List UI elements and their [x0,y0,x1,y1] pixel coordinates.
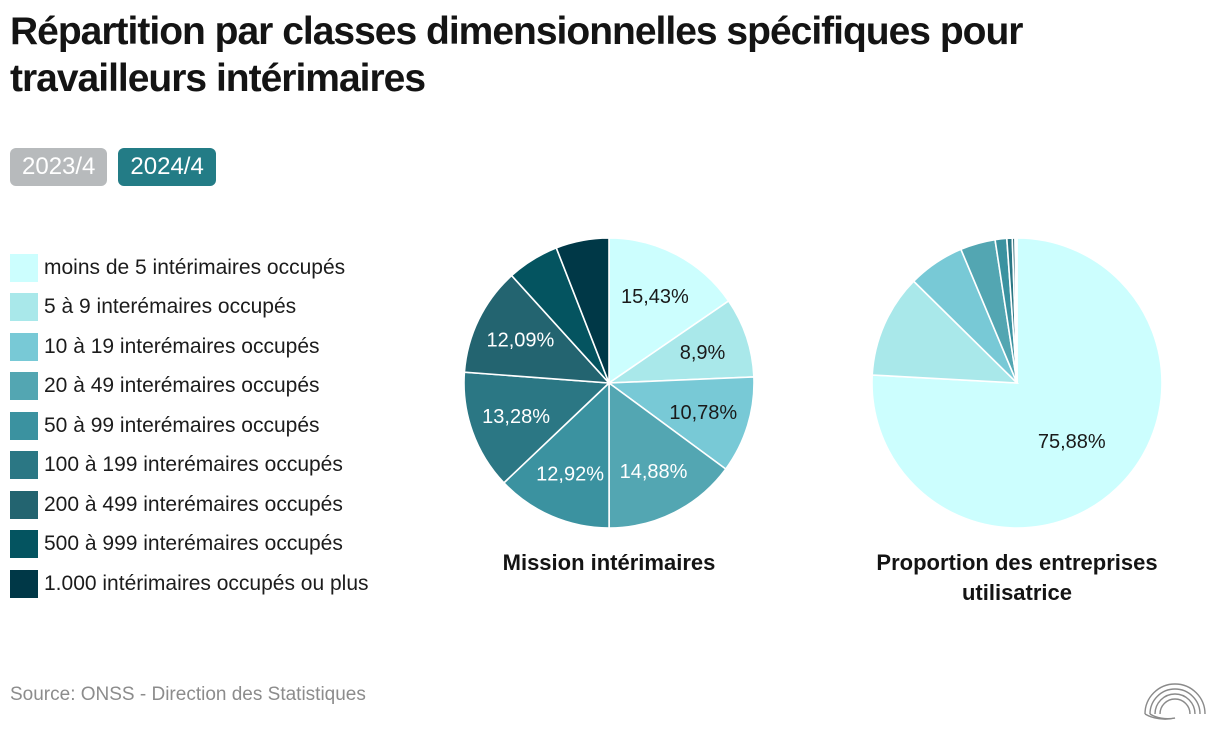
pie-slice [555,237,610,384]
legend-label: 10 à 19 interémaires occupés [44,334,320,358]
legend-item: 100 à 199 interémaires occupés [10,446,369,486]
pie-slice [463,274,611,384]
legend-label: 1.000 intérimaires occupés ou plus [44,571,369,595]
chart-title: Mission intérimaires [503,550,716,575]
data-label: 12,09% [486,330,554,352]
legend-swatch [10,569,38,598]
onss-arcs-logo-icon [1144,683,1206,720]
pie-slice [606,376,755,471]
pie-slice [871,280,1020,384]
data-label: 15,43% [621,286,689,308]
legend-item: 500 à 999 interémaires occupés [10,525,369,565]
data-label: 12,92% [536,464,604,486]
page-title: Répartition par classes dimensionnelles … [10,10,1023,100]
legend-swatch [10,372,38,401]
data-label: 75,88% [1038,431,1106,453]
legend-swatch [10,293,38,322]
legend-item: 20 à 49 interémaires occupés [10,367,369,407]
tab-2023-4[interactable]: 2023/4 [10,148,108,186]
data-label: 8,9% [680,342,726,364]
legend-swatch [10,451,38,480]
legend-label: 200 à 499 interémaires occupés [44,492,343,516]
pie-slice [502,381,610,529]
legend-item: 5 à 9 interémaires occupés [10,288,369,328]
pie-slice [608,381,727,529]
chart-title: utilisatrice [962,580,1072,605]
tab-2024-4[interactable]: 2024/4 [118,148,216,186]
legend-swatch [10,332,38,361]
pie-slice [871,237,1163,529]
legend-swatch [10,490,38,519]
legend-swatch [10,530,38,559]
pie-slice [463,371,611,484]
legend-label: 50 à 99 interémaires occupés [44,413,320,437]
pie-slice [606,299,755,384]
legend-item: 1.000 intérimaires occupés ou plus [10,564,369,604]
data-label: 13,28% [482,406,550,428]
pie-slice [1015,237,1018,384]
legend-label: 20 à 49 interémaires occupés [44,374,320,398]
legend-item: 200 à 499 interémaires occupés [10,485,369,525]
legend-item: 10 à 19 interémaires occupés [10,327,369,367]
data-label: 14,88% [620,461,688,483]
legend-label: 100 à 199 interémaires occupés [44,453,343,477]
pie-slice [608,237,730,385]
legend-swatch [10,411,38,440]
pie-proportion-entreprises: 75,88% Proportion des entreprises utilisat… [871,237,1163,605]
data-label: 10,78% [669,402,737,424]
legend-label: moins de 5 intérimaires occupés [44,255,346,279]
pie-mission-interimaires: 15,43% 8,9% 10,78% 14,88% 12,92% 13,28% 12,09%… [463,237,755,575]
source-note: Source: ONSS - Direction des Statistique… [10,684,366,705]
legend-swatch [10,253,38,282]
legend: moins de 5 intérimaires occupés 5 à 9 in… [10,248,369,604]
legend-label: 5 à 9 interémaires occupés [44,295,297,319]
legend-label: 500 à 999 interémaires occupés [44,532,343,556]
chart-title: Proportion des entreprises [876,550,1157,575]
legend-item: 50 à 99 interémaires occupés [10,406,369,446]
legend-item: moins de 5 intérimaires occupés [10,248,369,288]
period-tabs: 2023/4 2024/4 [10,148,216,186]
